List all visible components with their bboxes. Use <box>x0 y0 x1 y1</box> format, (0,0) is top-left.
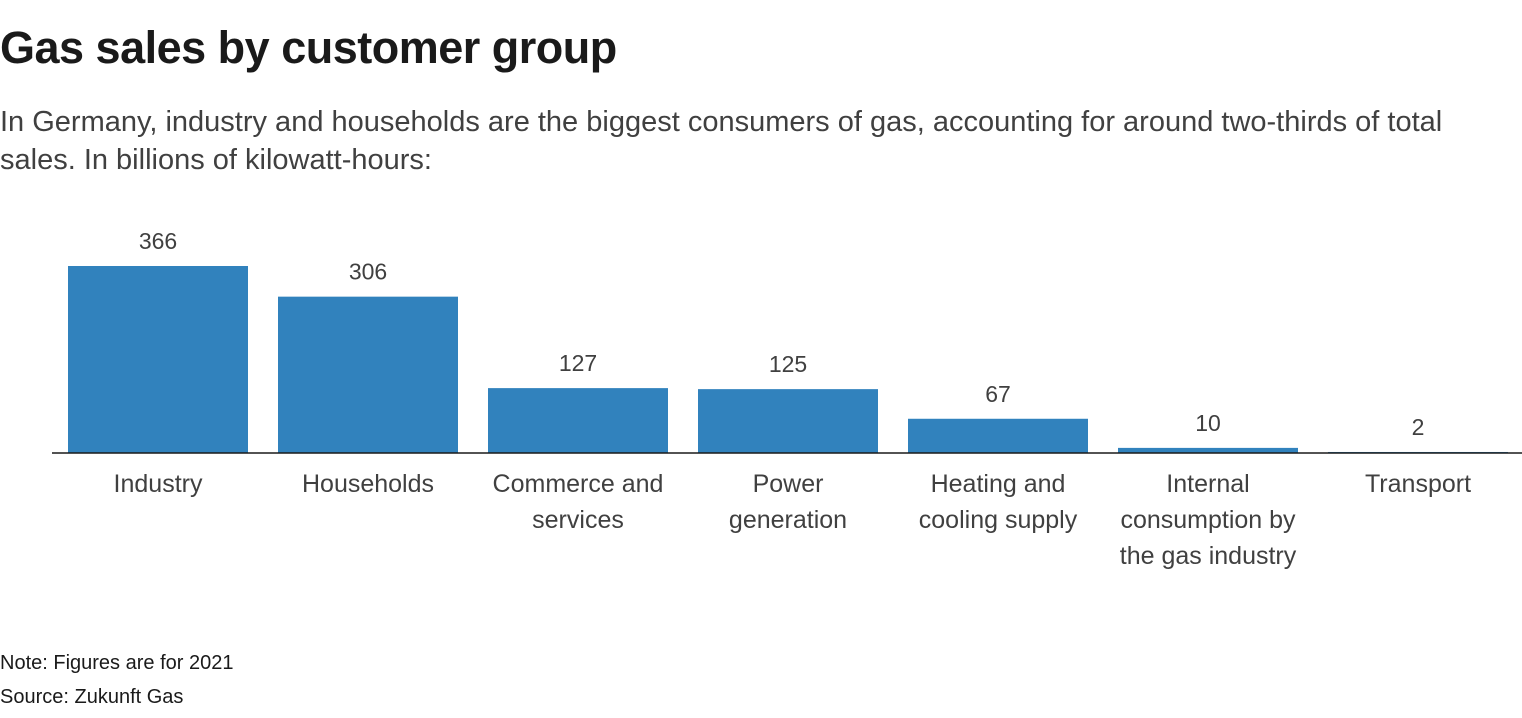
category-label-line: Households <box>302 470 434 498</box>
value-label-power-generation: 125 <box>769 351 807 377</box>
value-label-internal-consumption-by-the-gas-industry: 10 <box>1195 410 1221 436</box>
value-labels-group: 366 306 127 125 67 10 2 <box>139 228 1425 440</box>
category-label-power-generation: Power generation <box>729 470 847 534</box>
value-label-commerce-and-services: 127 <box>559 350 597 376</box>
value-label-industry: 366 <box>139 228 177 254</box>
chart-source: Source: Zukunft Gas <box>0 686 184 708</box>
category-label-line: generation <box>729 506 847 534</box>
category-label-line: Commerce and <box>493 470 664 498</box>
category-label-internal-consumption-by-the-gas-industry: Internal consumption by the gas industry <box>1120 470 1297 570</box>
category-label-transport: Transport <box>1365 470 1471 498</box>
category-labels-group: Industry Households Commerce and services Po… <box>114 470 1472 570</box>
category-label-commerce-and-services: Commerce and services <box>493 470 664 534</box>
bar-households <box>278 296 458 453</box>
bar-chart: 366 306 127 125 67 10 2 Industry Households Comm… <box>52 228 1522 570</box>
bar-industry <box>68 266 248 453</box>
bar-power-generation <box>698 389 878 453</box>
chart-title: Gas sales by customer group <box>0 22 617 73</box>
bar-heating-and-cooling-supply <box>908 418 1088 453</box>
bars-group <box>68 266 1508 453</box>
bar-internal-consumption-by-the-gas-industry <box>1118 447 1298 453</box>
category-label-line: cooling supply <box>919 506 1078 534</box>
chart-note: Note: Figures are for 2021 <box>0 652 234 674</box>
category-label-line: services <box>532 506 624 534</box>
category-label-households: Households <box>302 470 434 498</box>
category-label-line: the gas industry <box>1120 542 1297 570</box>
category-label-line: Heating and <box>931 470 1066 498</box>
category-label-line: Transport <box>1365 470 1471 498</box>
bar-commerce-and-services <box>488 388 668 453</box>
category-label-line: Power <box>753 470 824 498</box>
category-label-industry: Industry <box>114 470 203 498</box>
chart-subtitle: In Germany, industry and households are … <box>0 106 1443 176</box>
value-label-heating-and-cooling-supply: 67 <box>985 381 1011 407</box>
value-label-transport: 2 <box>1412 414 1425 440</box>
category-label-heating-and-cooling-supply: Heating and cooling supply <box>919 470 1078 534</box>
category-label-line: consumption by <box>1120 506 1296 534</box>
value-label-households: 306 <box>349 259 387 285</box>
category-label-line: Industry <box>114 470 203 498</box>
category-label-line: Internal <box>1166 470 1249 498</box>
